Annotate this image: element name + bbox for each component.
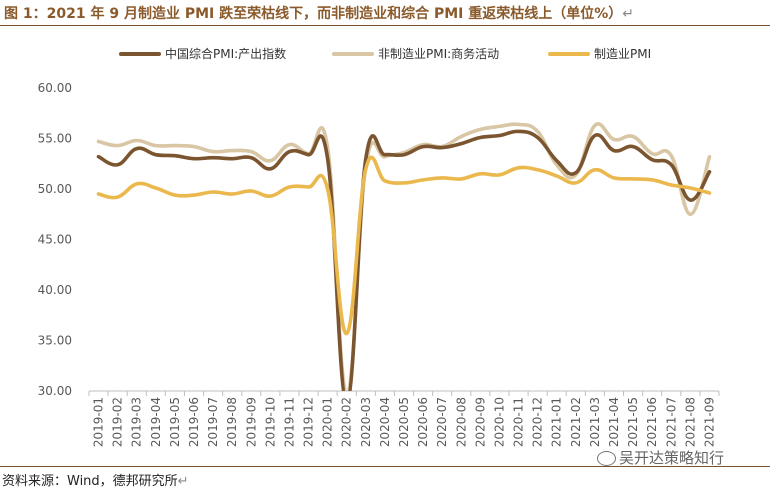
x-tick-label: 2021-02	[569, 397, 583, 447]
x-tick-label: 2021-09	[702, 397, 716, 447]
x-tick-label: 2019-07	[206, 397, 220, 447]
chart-lines	[96, 122, 712, 391]
x-tick-label: 2020-04	[378, 397, 392, 447]
source-note: 资料来源：Wind，德邦研究所↵	[2, 474, 189, 489]
x-tick-label: 2020-01	[321, 397, 335, 447]
x-tick-label: 2019-06	[187, 397, 201, 447]
line-chart: 中国综合PMI:产出指数 非制造业PMI:商务活动 制造业PMI 30.00 35.0…	[38, 46, 720, 447]
x-tick-label: 2021-03	[588, 397, 602, 447]
y-tick-label: 60.00	[38, 81, 72, 95]
x-tick-label: 2019-12	[302, 397, 316, 447]
x-tick-label: 2021-07	[664, 397, 678, 447]
x-tick-label: 2021-05	[626, 397, 640, 447]
figure-title: 图 1：2021 年 9 月制造业 PMI 跌至荣枯线下，而非制造业和综合 PM…	[4, 6, 635, 22]
watermark: 吴开达策略知行	[597, 447, 724, 468]
x-tick-label: 2019-02	[111, 397, 125, 447]
x-tick-label: 2020-05	[397, 397, 411, 447]
x-tick-label: 2020-06	[416, 397, 430, 447]
x-tick-label: 2019-08	[225, 397, 239, 447]
x-tick-label: 2019-11	[282, 397, 296, 447]
x-tick-label: 2019-09	[244, 397, 258, 447]
x-tick-label: 2020-10	[492, 397, 506, 447]
x-tick-label: 2020-07	[435, 397, 449, 447]
x-tick-label: 2020-02	[340, 397, 354, 447]
x-tick-label: 2020-11	[512, 397, 526, 447]
wechat-icon	[597, 451, 616, 466]
y-tick-label: 50.00	[38, 182, 72, 196]
series-line-non-manufacturing	[96, 122, 712, 391]
y-tick-label: 45.00	[38, 233, 72, 247]
y-tick-label: 30.00	[38, 384, 72, 398]
source-divider	[0, 466, 770, 467]
legend-label: 中国综合PMI:产出指数	[165, 46, 286, 61]
y-tick-label: 40.00	[38, 283, 72, 297]
y-axis: 30.00 35.00 40.00 45.00 50.00 55.00 60.00	[38, 81, 72, 398]
x-tick-label: 2019-03	[130, 397, 144, 447]
y-tick-label: 35.00	[38, 334, 72, 348]
x-tick-label: 2020-09	[473, 397, 487, 447]
title-divider	[0, 25, 770, 26]
y-tick-label: 55.00	[38, 132, 72, 146]
x-tick-label: 2021-04	[607, 397, 621, 447]
x-tick-label: 2020-08	[454, 397, 468, 447]
series-line-composite	[96, 129, 712, 391]
x-tick-label: 2019-10	[263, 397, 277, 447]
x-tick-label: 2020-12	[531, 397, 545, 447]
x-axis: 2019-01 2019-02 2019-03 2019-04 2019-05 2019-…	[88, 390, 720, 447]
x-tick-label: 2019-01	[92, 397, 106, 447]
legend-label: 制造业PMI	[594, 47, 651, 61]
legend-label: 非制造业PMI:商务活动	[378, 46, 499, 61]
x-tick-label: 2021-08	[683, 397, 697, 447]
series-line-manufacturing	[96, 155, 712, 336]
x-tick-label: 2021-01	[550, 397, 564, 447]
x-tick-label: 2020-03	[359, 397, 373, 447]
x-tick-label: 2021-06	[645, 397, 659, 447]
chart-legend: 中国综合PMI:产出指数 非制造业PMI:商务活动 制造业PMI	[119, 46, 651, 61]
x-tick-label: 2019-05	[168, 397, 182, 447]
x-tick-label: 2019-04	[149, 397, 163, 447]
